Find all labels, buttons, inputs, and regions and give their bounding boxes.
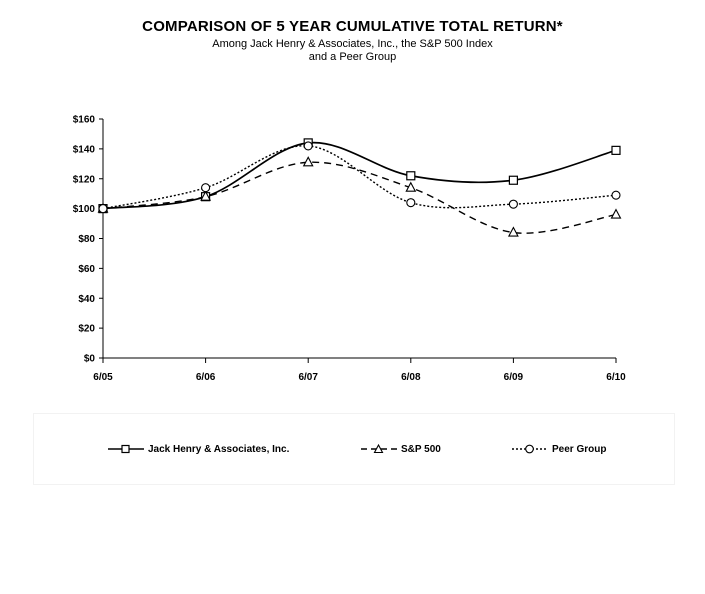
legend: Jack Henry & Associates, Inc. S&P 500 Pe… bbox=[33, 413, 675, 485]
point-jack-henry-associates-inc bbox=[406, 171, 416, 181]
point-peer-group bbox=[98, 204, 108, 214]
legend-label-jack-henry: Jack Henry & Associates, Inc. bbox=[148, 443, 290, 455]
legend-item-jack-henry: Jack Henry & Associates, Inc. bbox=[108, 439, 289, 459]
y-tick-label: $100 bbox=[73, 204, 96, 215]
point-peer-group bbox=[303, 141, 313, 151]
series-line-s-p-500 bbox=[102, 161, 617, 234]
series-line-peer-group bbox=[102, 145, 617, 210]
x-tick-label: 6/05 bbox=[93, 372, 113, 383]
point-peer-group bbox=[611, 190, 621, 200]
point-s-p-500 bbox=[405, 181, 417, 192]
y-tick-label: $40 bbox=[78, 294, 95, 305]
point-s-p-500 bbox=[302, 156, 314, 167]
legend-item-peer-group: Peer Group bbox=[512, 439, 606, 459]
point-peer-group bbox=[201, 183, 211, 193]
y-tick-label: $0 bbox=[84, 354, 96, 365]
y-tick-label: $20 bbox=[78, 324, 95, 335]
x-tick-label: 6/07 bbox=[298, 372, 318, 383]
y-tick-label: $80 bbox=[78, 234, 95, 245]
series-line-jack-henry-associates-inc bbox=[102, 141, 617, 210]
legend-swatch-jack-henry bbox=[108, 444, 144, 454]
point-peer-group bbox=[406, 198, 416, 208]
x-tick-label: 6/09 bbox=[504, 372, 524, 383]
point-jack-henry-associates-inc bbox=[611, 145, 621, 155]
y-tick-label: $60 bbox=[78, 264, 95, 275]
legend-swatch-peer-group bbox=[512, 444, 548, 454]
point-s-p-500 bbox=[610, 208, 622, 219]
x-tick-label: 6/06 bbox=[196, 372, 216, 383]
legend-label-sp500: S&P 500 bbox=[401, 443, 441, 455]
legend-label-peer-group: Peer Group bbox=[552, 443, 607, 455]
x-tick-label: 6/10 bbox=[606, 372, 626, 383]
point-peer-group bbox=[508, 199, 518, 209]
y-tick-label: $160 bbox=[73, 115, 96, 126]
point-s-p-500 bbox=[200, 190, 212, 201]
y-tick-label: $140 bbox=[73, 144, 96, 155]
chart-title: COMPARISON OF 5 YEAR CUMULATIVE TOTAL RE… bbox=[142, 18, 563, 35]
legend-swatch-sp500 bbox=[361, 443, 397, 454]
chart-subtitle-line1: Among Jack Henry & Associates, Inc., the… bbox=[212, 38, 493, 50]
legend-item-sp500: S&P 500 bbox=[361, 439, 441, 459]
point-jack-henry-associates-inc bbox=[508, 175, 518, 185]
x-tick-label: 6/08 bbox=[401, 372, 421, 383]
point-s-p-500 bbox=[507, 226, 519, 237]
y-tick-label: $120 bbox=[73, 174, 96, 185]
chart-subtitle-line2: and a Peer Group bbox=[308, 51, 397, 63]
